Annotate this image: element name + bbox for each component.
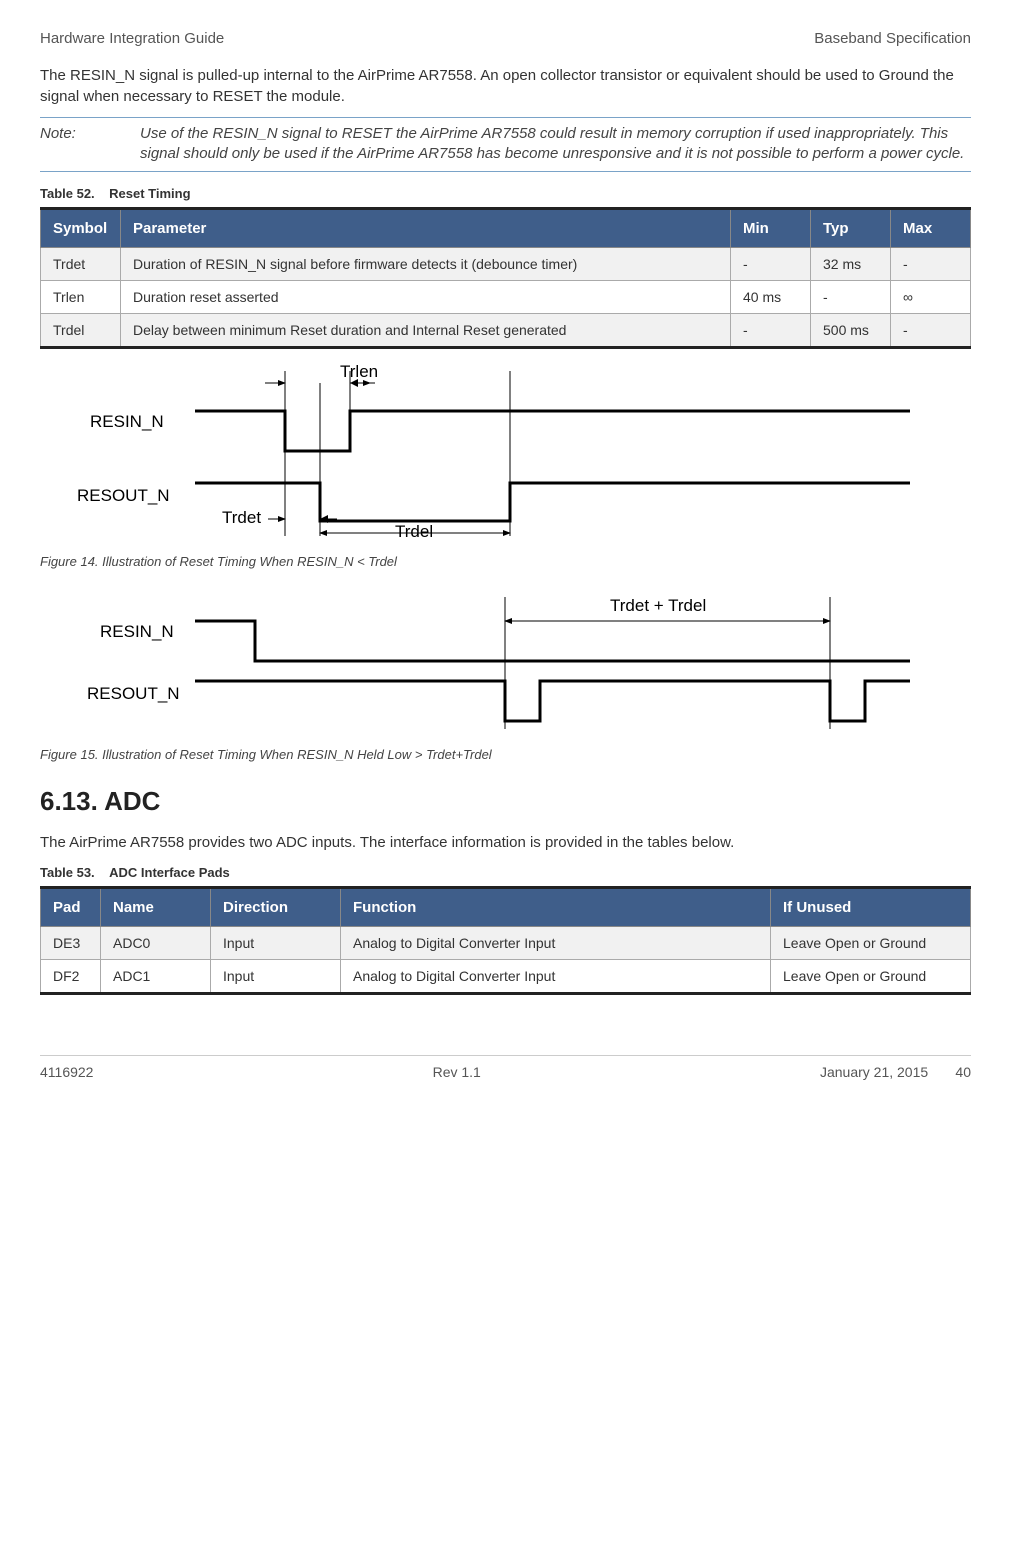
table-row: Trdet Duration of RESIN_N signal before …: [41, 247, 971, 280]
page-header: Hardware Integration Guide Baseband Spec…: [40, 30, 971, 47]
t52-h2: Min: [731, 208, 811, 247]
table52-caption: Table 52. Reset Timing: [40, 186, 971, 201]
t52-h1: Parameter: [121, 208, 731, 247]
table53-caption-title: ADC Interface Pads: [109, 865, 230, 880]
table-row: DF2 ADC1 Input Analog to Digital Convert…: [41, 959, 971, 993]
fig14-trdet: Trdet: [222, 508, 261, 527]
header-right: Baseband Specification: [814, 30, 971, 47]
table53: Pad Name Direction Function If Unused DE…: [40, 886, 971, 995]
t53-h3: Function: [341, 887, 771, 926]
t53-h1: Name: [101, 887, 211, 926]
t53-h0: Pad: [41, 887, 101, 926]
fig15-resin-label: RESIN_N: [100, 622, 174, 641]
table52-caption-title: Reset Timing: [109, 186, 190, 201]
fig14-resout-label: RESOUT_N: [77, 486, 170, 505]
t52-h0: Symbol: [41, 208, 121, 247]
table-row: Trlen Duration reset asserted 40 ms - ∞: [41, 280, 971, 313]
table53-caption: Table 53. ADC Interface Pads: [40, 865, 971, 880]
table52: Symbol Parameter Min Typ Max Trdet Durat…: [40, 207, 971, 349]
table-row: DE3 ADC0 Input Analog to Digital Convert…: [41, 926, 971, 959]
intro-paragraph: The RESIN_N signal is pulled-up internal…: [40, 65, 971, 107]
footer-date: January 21, 2015: [820, 1064, 928, 1080]
footer-page: 40: [955, 1064, 971, 1080]
t52-h3: Typ: [811, 208, 891, 247]
fig15-resout-label: RESOUT_N: [87, 684, 180, 703]
fig14-resin-label: RESIN_N: [90, 412, 164, 431]
figure15-caption: Figure 15. Illustration of Reset Timing …: [40, 747, 971, 762]
figure14-diagram: Trlen RESIN_N RESOUT_N Trdet Trdel: [40, 361, 971, 550]
table53-caption-num: Table 53.: [40, 865, 95, 880]
header-left: Hardware Integration Guide: [40, 30, 224, 47]
figure14-caption: Figure 14. Illustration of Reset Timing …: [40, 554, 971, 569]
t53-h2: Direction: [211, 887, 341, 926]
table-row: Trdel Delay between minimum Reset durati…: [41, 313, 971, 347]
t53-h4: If Unused: [771, 887, 971, 926]
t52-h4: Max: [891, 208, 971, 247]
table52-caption-num: Table 52.: [40, 186, 95, 201]
footer-left: 4116922: [40, 1064, 93, 1080]
fig14-trlen: Trlen: [340, 362, 378, 381]
section-body: The AirPrime AR7558 provides two ADC inp…: [40, 832, 971, 853]
fig15-label: Trdet + Trdel: [610, 596, 706, 615]
note-body: Use of the RESIN_N signal to RESET the A…: [140, 124, 971, 165]
page-footer: 4116922 Rev 1.1 January 21, 2015 40: [40, 1055, 971, 1080]
figure15-diagram: Trdet + Trdel RESIN_N RESOUT_N: [40, 589, 971, 743]
footer-center: Rev 1.1: [433, 1064, 481, 1080]
note-block: Note: Use of the RESIN_N signal to RESET…: [40, 117, 971, 172]
section-heading: 6.13. ADC: [40, 786, 971, 817]
note-label: Note:: [40, 124, 140, 165]
fig14-trdel: Trdel: [395, 522, 433, 541]
